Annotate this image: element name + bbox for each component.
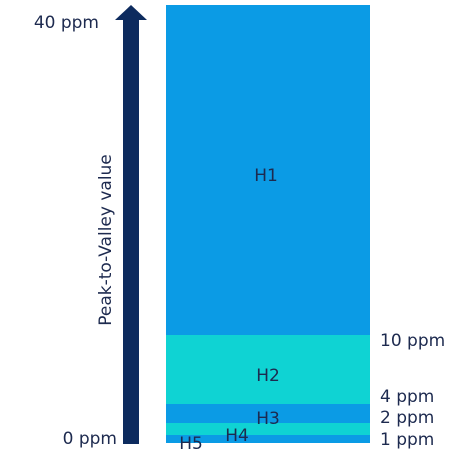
axis-arrow-head bbox=[115, 5, 147, 20]
band-label-h1: H1 bbox=[254, 166, 278, 186]
axis-label: Peak-to-Valley value bbox=[96, 154, 116, 326]
axis-arrow bbox=[115, 5, 147, 444]
boundary-label-10ppm: 10 ppm bbox=[380, 331, 445, 351]
axis-arrow-shaft bbox=[123, 19, 139, 444]
boundary-label-1ppm: 1 ppm bbox=[380, 430, 434, 450]
band-label-h3: H3 bbox=[256, 409, 280, 429]
axis-max-label: 40 ppm bbox=[34, 13, 99, 33]
band-label-h2: H2 bbox=[256, 366, 280, 386]
band-h1 bbox=[166, 5, 370, 335]
band-label-h5: H5 bbox=[179, 434, 203, 454]
boundary-label-2ppm: 2 ppm bbox=[380, 408, 434, 428]
bands-layer: H1 H2 H3 H4 H5 bbox=[166, 5, 370, 454]
band-h3 bbox=[166, 404, 370, 423]
band-label-h4: H4 bbox=[225, 426, 249, 446]
axis-min-label: 0 ppm bbox=[63, 429, 117, 449]
band-h2 bbox=[166, 335, 370, 404]
band-h4 bbox=[166, 423, 370, 435]
band-h5 bbox=[166, 435, 370, 443]
boundary-label-4ppm: 4 ppm bbox=[380, 387, 434, 407]
